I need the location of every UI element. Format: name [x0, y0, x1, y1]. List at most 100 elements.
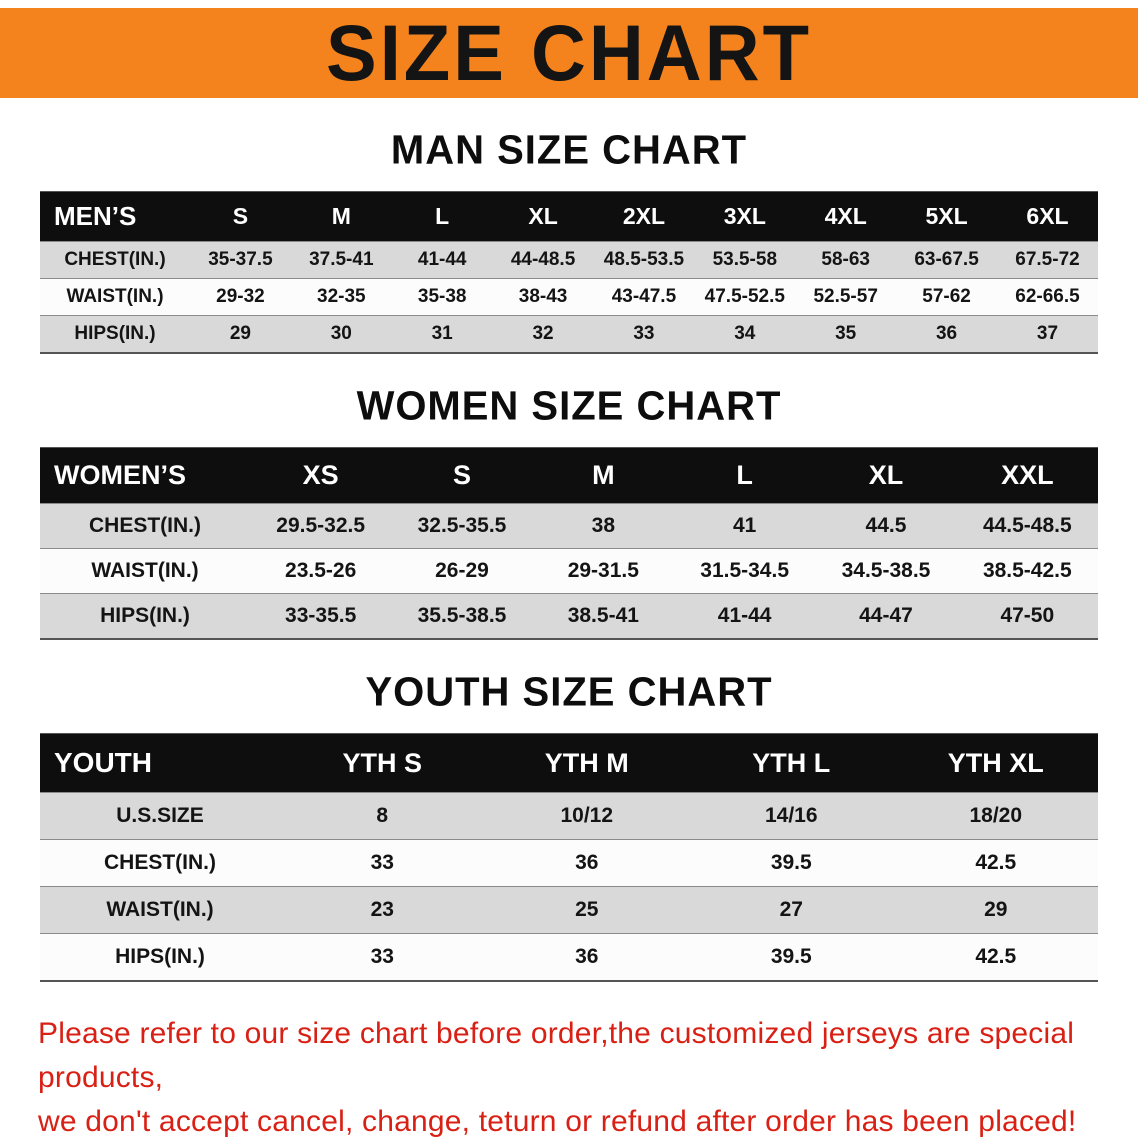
- youth-value-cell: 27: [779, 898, 803, 921]
- women-value-cell: 44-47: [859, 604, 913, 627]
- men-value-cell: 31: [431, 323, 453, 344]
- youth-value-cell: 14/16: [764, 804, 818, 827]
- men-value-cell: 53.5-58: [712, 249, 778, 270]
- women-size-header-cell: XL: [815, 447, 957, 504]
- page-title: SIZE CHART: [326, 8, 812, 98]
- youth-size-header-cell: YTH S: [280, 733, 485, 793]
- men-value-cell: 48.5-53.5: [603, 249, 685, 270]
- size-section-men: MAN SIZE CHART MEN’S S M L XL 2XL 3XL 4XL 5XL 6XL C…: [0, 127, 1138, 354]
- men-size-header-cell: S: [190, 191, 291, 242]
- women-size-header-cell: XS: [250, 447, 392, 504]
- youth-size-header-cell: YTH XL: [893, 733, 1098, 793]
- women-size-header-cell: M: [532, 447, 674, 504]
- banner: SIZE CHART: [0, 8, 1138, 98]
- youth-table-row: CHEST(IN.) 33 36 39.5 42.5: [40, 839, 1098, 887]
- youth-header-row: YOUTH YTH S YTH M YTH L YTH XL: [40, 733, 1098, 793]
- men-value-cell: 34: [734, 323, 756, 344]
- men-value-cell: 36: [935, 323, 958, 344]
- men-table-row: WAIST(IN.) 29-32 32-35 35-38 38-43 43-47.5 47.…: [40, 278, 1098, 316]
- men-value-cell: 35: [835, 323, 857, 344]
- youth-value-cell: 36: [575, 945, 599, 968]
- size-section-youth: YOUTH SIZE CHART YOUTH YTH S YTH M YTH L YTH …: [0, 669, 1138, 982]
- men-value-cell: 63-67.5: [914, 249, 979, 270]
- men-value-cell: 44-48.5: [510, 249, 576, 270]
- men-size-header-cell: M: [290, 191, 392, 242]
- men-header-row: MEN’S S M L XL 2XL 3XL 4XL 5XL 6XL: [40, 191, 1098, 242]
- women-value-cell: 31.5-34.5: [700, 559, 790, 582]
- men-value-cell: 41-44: [417, 249, 467, 270]
- women-table-row: CHEST(IN.) 29.5-32.5 32.5-35.5 38 41 44.5 44.5…: [40, 503, 1098, 549]
- men-value-cell: 35-38: [417, 286, 467, 307]
- men-value-cell: 57-62: [922, 286, 971, 307]
- men-value-cell: 35-37.5: [208, 249, 273, 270]
- size-chart-page: SIZE CHART MAN SIZE CHART MEN’S S M L XL 2XL 3X…: [0, 8, 1138, 1140]
- youth-value-cell: 42.5: [975, 945, 1017, 968]
- men-value-cell: 67.5-72: [1015, 249, 1080, 270]
- youth-size-header-cell: YTH L: [689, 733, 894, 793]
- men-row-label-cell: HIPS(IN.): [74, 323, 156, 344]
- men-value-cell: 43-47.5: [611, 286, 677, 307]
- youth-value-cell: 33: [370, 945, 394, 968]
- women-value-cell: 23.5-26: [285, 559, 357, 582]
- men-table-row: HIPS(IN.) 29 30 31 32 33 34 35 36 37: [40, 315, 1098, 353]
- men-size-header-cell: L: [391, 191, 493, 242]
- youth-section-heading: YOUTH SIZE CHART: [365, 669, 773, 715]
- youth-row-label-cell: U.S.SIZE: [116, 804, 204, 827]
- women-value-cell: 44.5: [865, 514, 907, 537]
- men-row-label-cell: CHEST(IN.): [64, 249, 166, 270]
- men-value-cell: 37.5-41: [309, 249, 374, 270]
- women-value-cell: 29-31.5: [567, 559, 639, 582]
- women-table-row: HIPS(IN.) 33-35.5 35.5-38.5 38.5-41 41-44 44-…: [40, 593, 1098, 639]
- men-value-cell: 47.5-52.5: [704, 286, 785, 307]
- women-section-heading: WOMEN SIZE CHART: [356, 383, 782, 429]
- men-value-cell: 29-32: [216, 286, 265, 307]
- women-value-cell: 38: [591, 514, 615, 537]
- men-size-header-cell: 5XL: [896, 191, 997, 242]
- men-value-cell: 37: [1036, 323, 1059, 344]
- size-section-women: WOMEN SIZE CHART WOMEN’S XS S M L XL XXL CHEST(I…: [0, 383, 1138, 640]
- men-size-table: MEN’S S M L XL 2XL 3XL 4XL 5XL 6XL CHEST(IN.) 35-37…: [40, 191, 1098, 354]
- disclaimer-line-2: we don't accept cancel, change, teturn o…: [38, 1105, 1077, 1138]
- youth-table-row: U.S.SIZE 8 10/12 14/16 18/20: [40, 792, 1098, 840]
- disclaimer: Please refer to our size chart before or…: [38, 1012, 1100, 1144]
- youth-value-cell: 36: [575, 851, 599, 874]
- men-table-title-cell: MEN’S: [40, 191, 190, 242]
- women-value-cell: 41-44: [717, 604, 772, 627]
- women-size-header-cell: XXL: [956, 447, 1098, 504]
- youth-row-label-cell: WAIST(IN.): [106, 898, 214, 921]
- men-section-heading: MAN SIZE CHART: [390, 127, 748, 173]
- youth-size-table: YOUTH YTH S YTH M YTH L YTH XL U.S.SIZE 8 10/12…: [40, 733, 1098, 982]
- men-value-cell: 33: [633, 323, 655, 344]
- women-row-label-cell: HIPS(IN.): [100, 604, 190, 627]
- youth-value-cell: 39.5: [770, 851, 812, 874]
- youth-value-cell: 18/20: [969, 804, 1023, 827]
- women-table-title-cell: WOMEN’S: [40, 447, 250, 504]
- men-value-cell: 32: [532, 323, 554, 344]
- women-value-cell: 41: [732, 514, 757, 537]
- men-size-header-cell: XL: [492, 191, 594, 242]
- women-size-table: WOMEN’S XS S M L XL XXL CHEST(IN.) 29.5-32.5 32.5…: [40, 447, 1098, 640]
- men-size-header-cell: 2XL: [593, 191, 695, 242]
- men-row-label-cell: WAIST(IN.): [66, 286, 164, 307]
- women-row-label-cell: CHEST(IN.): [89, 514, 201, 537]
- men-value-cell: 58-63: [821, 249, 870, 270]
- youth-value-cell: 8: [376, 804, 389, 827]
- youth-value-cell: 23: [370, 898, 394, 921]
- women-row-label-cell: WAIST(IN.): [91, 559, 199, 582]
- women-value-cell: 34.5-38.5: [841, 559, 931, 582]
- charts-container: MAN SIZE CHART MEN’S S M L XL 2XL 3XL 4XL 5XL 6XL C…: [0, 127, 1138, 982]
- women-size-header-cell: L: [673, 447, 816, 504]
- youth-value-cell: 42.5: [975, 851, 1017, 874]
- men-size-header-cell: 3XL: [694, 191, 796, 242]
- youth-row-label-cell: CHEST(IN.): [104, 851, 216, 874]
- men-value-cell: 32-35: [317, 286, 366, 307]
- disclaimer-line-1: Please refer to our size chart before or…: [38, 1017, 1075, 1094]
- men-value-cell: 52.5-57: [813, 286, 878, 307]
- women-size-header-cell: S: [391, 447, 533, 504]
- youth-size-header-cell: YTH M: [484, 733, 689, 793]
- youth-table-row: WAIST(IN.) 23 25 27 29: [40, 886, 1098, 934]
- men-table-row: CHEST(IN.) 35-37.5 37.5-41 41-44 44-48.5 48.5…: [40, 241, 1098, 279]
- women-value-cell: 47-50: [1000, 604, 1055, 627]
- youth-value-cell: 33: [370, 851, 394, 874]
- youth-table-row: HIPS(IN.) 33 36 39.5 42.5: [40, 933, 1098, 981]
